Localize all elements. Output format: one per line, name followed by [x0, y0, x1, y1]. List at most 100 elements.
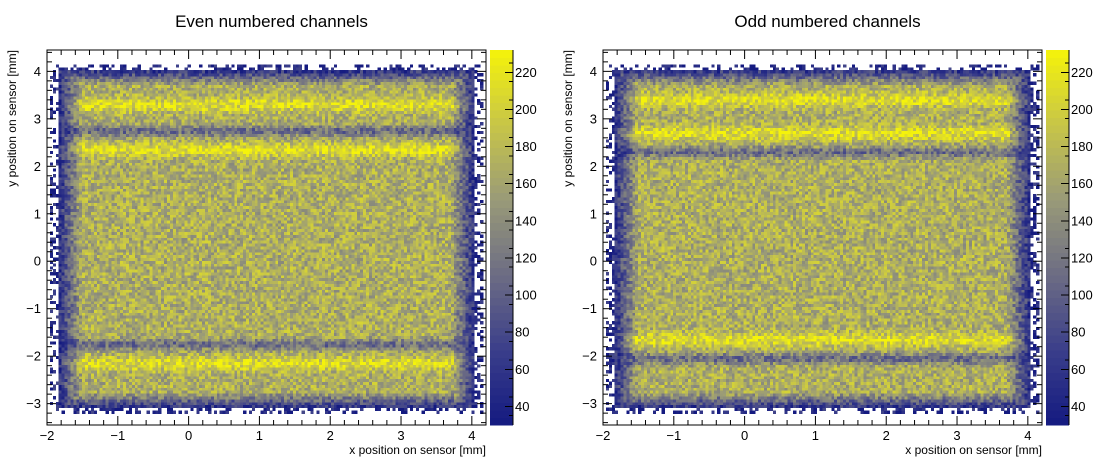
heatmap-cell: [433, 352, 437, 357]
heatmap-cell: [433, 393, 437, 397]
heatmap-cell: [433, 315, 437, 319]
heatmap-cell: [433, 396, 437, 400]
heatmap-cell: [380, 367, 384, 371]
heatmap-cell: [184, 410, 188, 414]
heatmap-cell: [345, 404, 349, 409]
heatmap-cell: [225, 315, 229, 319]
heatmap-cell: [374, 375, 379, 380]
heatmap-cell: [134, 355, 139, 359]
heatmap-cell: [445, 341, 449, 345]
heatmap-cell: [333, 393, 338, 397]
heatmap-cell: [149, 344, 153, 348]
heatmap-cell: [333, 375, 338, 380]
heatmap-cell: [345, 407, 349, 411]
heatmap-cell: [398, 370, 402, 374]
heatmap-cell: [439, 312, 443, 316]
heatmap-cell: [143, 309, 147, 313]
heatmap-cell: [222, 355, 226, 359]
heatmap-cell: [161, 381, 165, 385]
heatmap-cell: [298, 401, 302, 406]
heatmap-cell: [450, 404, 455, 409]
heatmap-cell: [409, 404, 414, 409]
heatmap-cell: [187, 341, 191, 345]
heatmap-cell: [298, 352, 302, 357]
heatmap-cell: [196, 361, 200, 365]
heatmap-cell: [231, 404, 235, 409]
heatmap-cell: [292, 361, 297, 365]
heatmap-cell: [412, 370, 417, 374]
heatmap-cell: [450, 355, 455, 359]
heatmap-cell: [67, 384, 71, 388]
heatmap-cell: [471, 387, 475, 391]
heatmap-cell: [202, 324, 206, 328]
heatmap-cell: [143, 329, 147, 334]
heatmap-cell: [430, 352, 434, 357]
heatmap-cell: [342, 370, 346, 374]
heatmap-cell: [336, 312, 341, 316]
heatmap-cell: [424, 381, 428, 385]
heatmap-cell: [459, 393, 463, 397]
heatmap-cell: [61, 367, 65, 371]
heatmap-cell: [155, 332, 159, 336]
heatmap-cell: [366, 312, 370, 316]
heatmap-cell: [281, 312, 285, 316]
heatmap-cell: [319, 318, 323, 322]
heatmap-cell: [266, 399, 270, 403]
heatmap-cell: [123, 390, 127, 394]
heatmap-cell: [371, 344, 376, 348]
heatmap-cell: [453, 315, 458, 319]
heatmap-cell: [363, 324, 367, 328]
heatmap-cell: [143, 318, 147, 322]
heatmap-cell: [327, 381, 332, 385]
heatmap-cell: [123, 387, 127, 391]
heatmap-cell: [360, 387, 364, 391]
heatmap-cell: [439, 373, 443, 377]
heatmap-cell: [114, 370, 118, 374]
heatmap-cell: [421, 373, 425, 377]
heatmap-cell: [93, 321, 98, 325]
heatmap-cell: [465, 318, 469, 322]
heatmap-cell: [178, 387, 182, 391]
heatmap-cell: [278, 361, 282, 365]
heatmap-cell: [126, 315, 130, 319]
heatmap-cell: [126, 341, 130, 345]
heatmap-cell: [137, 361, 142, 365]
heatmap-cell: [462, 358, 466, 362]
heatmap-cell: [281, 404, 285, 409]
heatmap-cell: [392, 335, 396, 339]
heatmap-cell: [325, 324, 329, 328]
heatmap-cell: [114, 381, 118, 385]
heatmap-cell: [146, 396, 150, 400]
heatmap-cell: [404, 387, 408, 391]
heatmap-cell: [445, 312, 449, 316]
heatmap-cell: [284, 373, 288, 377]
heatmap-cell: [295, 352, 300, 357]
heatmap-cell: [172, 309, 177, 313]
heatmap-cell: [90, 393, 95, 397]
heatmap-cell: [155, 393, 159, 397]
heatmap-cell: [310, 358, 314, 362]
heatmap-cell: [424, 390, 428, 394]
heatmap-cell: [471, 350, 475, 354]
heatmap-cell: [76, 404, 80, 409]
heatmap-cell: [307, 344, 311, 348]
heatmap-cell: [325, 315, 329, 319]
heatmap-cell: [166, 335, 171, 339]
heatmap-cell: [462, 393, 466, 397]
heatmap-cell: [228, 399, 232, 403]
heatmap-cell: [240, 373, 244, 377]
heatmap-cell: [231, 350, 235, 354]
heatmap-cell: [146, 381, 150, 385]
heatmap-cell: [251, 341, 256, 345]
heatmap-cell: [196, 326, 200, 331]
heatmap-cell: [307, 378, 311, 383]
heatmap-cell: [319, 396, 323, 400]
heatmap-cell: [207, 355, 212, 359]
heatmap-cell: [79, 329, 83, 334]
heatmap-cell: [453, 404, 458, 409]
heatmap-cell: [468, 312, 472, 316]
heatmap-cell: [266, 332, 270, 336]
heatmap-cell: [436, 393, 440, 397]
heatmap-cell: [330, 326, 335, 331]
heatmap-cell: [377, 390, 381, 394]
